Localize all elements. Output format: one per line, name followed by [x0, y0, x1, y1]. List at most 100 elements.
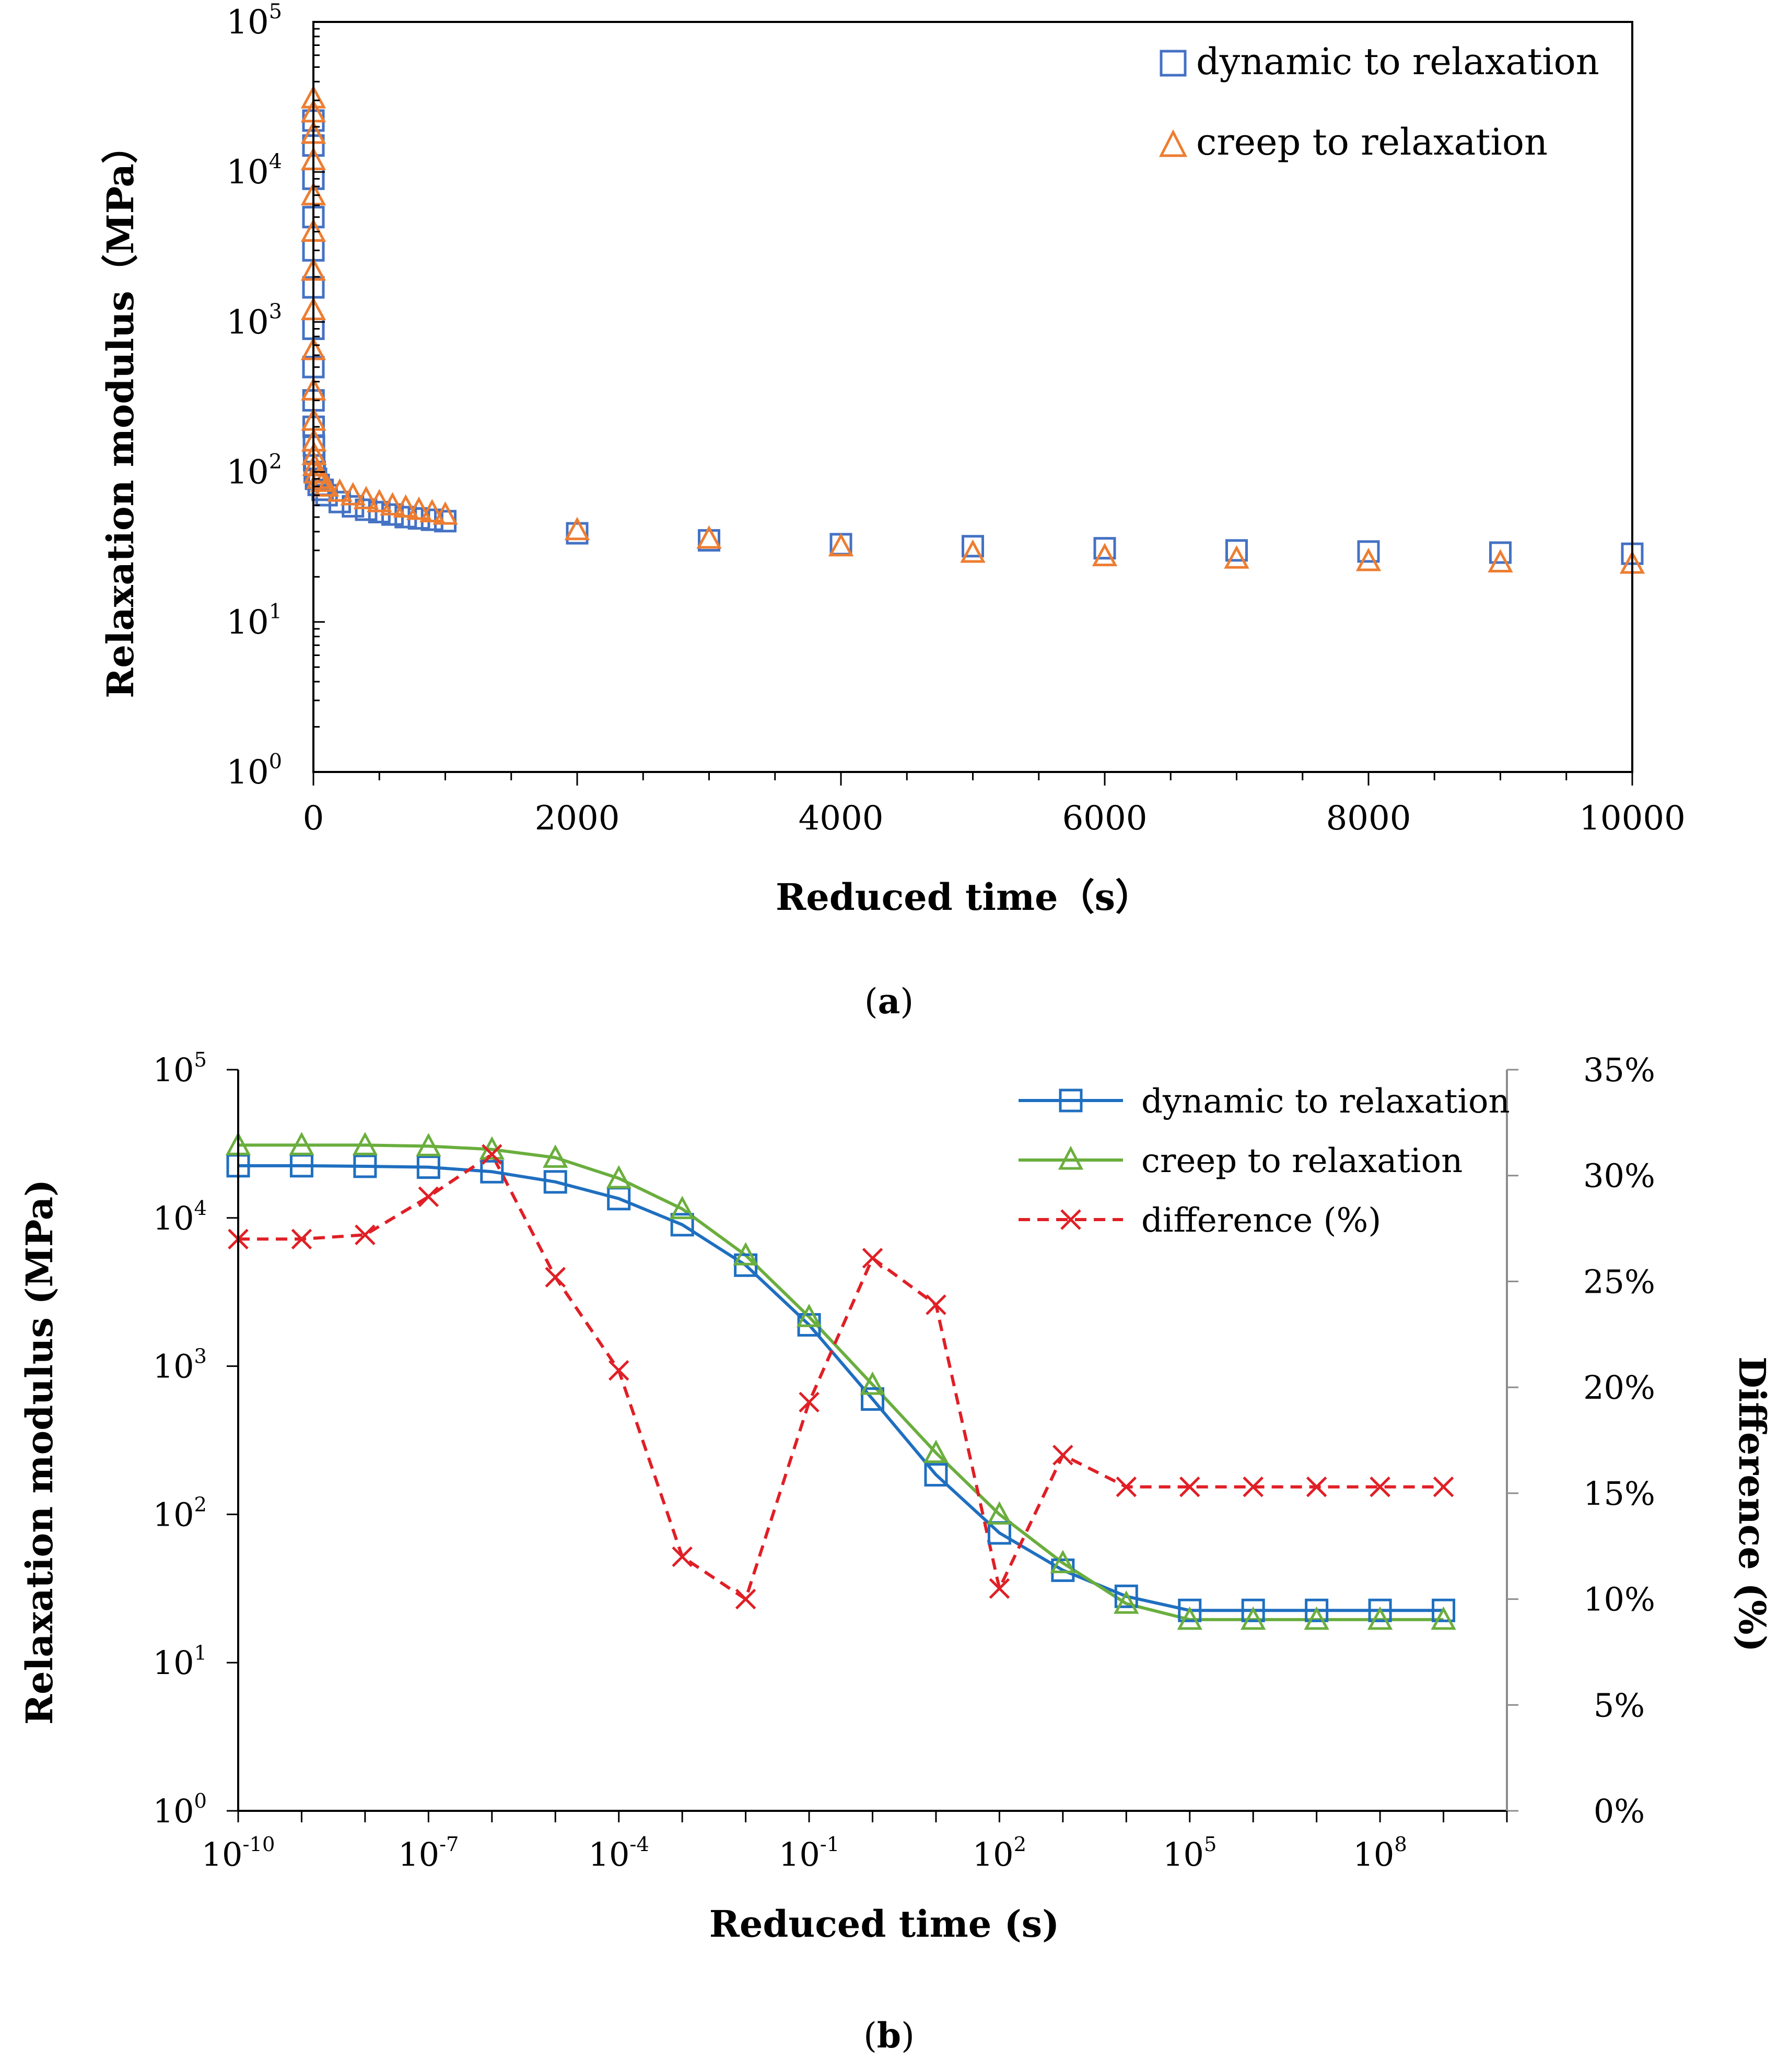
chart-b-point-creep	[1241, 1606, 1266, 1630]
chart-panel-a: 0 2000 4000 6000 8000 10000 100 101 102 103 104 105…	[99, 0, 1686, 1022]
legend-dynamic-label: dynamic to relaxation	[1196, 40, 1599, 83]
chart-a-point-creep	[419, 499, 445, 522]
legend-dynamic-marker	[1059, 1088, 1083, 1113]
chart-b-point-dynamic	[924, 1463, 948, 1487]
chart-b-point-dynamic	[353, 1154, 377, 1178]
chart-b-x-tick-label: 10-7	[398, 1833, 459, 1874]
chart-a-x-tick-label: 6000	[1062, 799, 1148, 838]
chart-b-y-tick-label: 104	[153, 1197, 207, 1237]
chart-b-point-creep	[606, 1165, 631, 1189]
chart-a-point-creep	[1355, 547, 1382, 571]
chart-a-point-dynamic	[1093, 537, 1116, 560]
chart-b-tick-labels: 10-10 10-7 10-4 10-1 102 105 108 100 101 102 103 10…	[153, 1048, 1655, 1874]
chart-b-point-creep	[289, 1132, 314, 1155]
chart-b-point-difference	[1433, 1476, 1454, 1497]
chart-b-point-difference	[1116, 1476, 1137, 1497]
chart-b-point-difference	[545, 1267, 566, 1288]
chart-a-point-creep	[1092, 543, 1118, 567]
chart-b-y-tick-label: 103	[153, 1345, 207, 1386]
chart-b-point-dynamic	[1368, 1598, 1392, 1622]
chart-a-x-tick-label: 0	[303, 799, 324, 838]
chart-b-y2-tick-label: 0%	[1594, 1792, 1645, 1830]
chart-b-y2-tick-label: 20%	[1583, 1368, 1655, 1407]
chart-a-point-dynamic	[329, 490, 351, 513]
chart-b-point-creep	[352, 1132, 378, 1155]
chart-b-point-dynamic	[1114, 1584, 1138, 1608]
chart-b-point-dynamic	[543, 1170, 567, 1194]
chart-a-y-axis-label: Relaxation modulus（MPa）	[99, 127, 142, 698]
chart-b-point-creep	[1114, 1590, 1139, 1614]
chart-a-point-creep	[432, 501, 458, 525]
chart-b-y2-tick-label: 15%	[1583, 1474, 1655, 1513]
chart-b-point-creep	[669, 1196, 695, 1220]
chart-b-y2-tick-label: 5%	[1594, 1686, 1645, 1724]
chart-a-legend: dynamic to relaxation creep to relaxatio…	[1159, 40, 1599, 163]
chart-a-point-creep	[314, 473, 340, 497]
chart-a-tick-labels: 0 2000 4000 6000 8000 10000 100 101 102 103 104 105	[226, 0, 1685, 838]
chart-b-point-difference	[1370, 1476, 1390, 1497]
chart-b-legend: dynamic to relaxation creep to relaxatio…	[1019, 1082, 1510, 1240]
chart-b-point-difference	[989, 1578, 1010, 1599]
chart-b-y2-tick-label: 30%	[1583, 1157, 1655, 1195]
chart-a-y-tick-label: 103	[226, 300, 282, 342]
chart-b-point-difference	[1179, 1476, 1200, 1497]
legend-creep-label: creep to relaxation	[1196, 121, 1548, 163]
chart-b-point-difference	[1052, 1445, 1073, 1466]
chart-a-point-dynamic	[962, 535, 984, 558]
chart-b-point-creep	[860, 1371, 885, 1395]
chart-b-point-difference	[1243, 1476, 1264, 1497]
chart-b-point-creep	[733, 1242, 758, 1266]
chart-a-y-tick-label: 100	[226, 750, 282, 792]
chart-a-point-creep	[696, 525, 722, 549]
chart-b-point-creep	[1367, 1606, 1393, 1630]
chart-a-axes	[312, 21, 1633, 786]
chart-b-x-tick-label: 105	[1163, 1833, 1216, 1874]
chart-a-point-creep	[380, 492, 405, 516]
chart-b-y2-tick-label: 35%	[1583, 1051, 1655, 1089]
chart-b-x-tick-label: 102	[973, 1833, 1026, 1874]
chart-b-point-difference	[799, 1391, 820, 1413]
chart-b-point-dynamic	[1178, 1598, 1202, 1622]
chart-b-point-difference	[291, 1228, 312, 1250]
chart-b-x-tick-label: 10-10	[202, 1833, 275, 1874]
chart-a-y-tick-label: 102	[226, 450, 282, 492]
chart-b-y2-tick-label: 25%	[1583, 1262, 1655, 1301]
chart-b-y-tick-label: 105	[153, 1048, 207, 1089]
chart-b-point-creep	[796, 1303, 822, 1327]
chart-b-point-creep	[543, 1144, 568, 1168]
chart-b-y2-tick-label: 10%	[1583, 1581, 1655, 1619]
legend-dynamic-marker	[1160, 50, 1187, 77]
chart-b-point-difference	[735, 1588, 756, 1610]
chart-a-x-axis-label: Reduced time（s）	[776, 875, 1152, 919]
chart-a-x-tick-label: 10000	[1579, 799, 1686, 838]
chart-b-point-creep	[416, 1133, 441, 1156]
chart-a-point-dynamic	[566, 522, 589, 545]
chart-b-point-dynamic	[1241, 1598, 1265, 1622]
chart-b-x-tick-label: 10-1	[779, 1833, 839, 1874]
chart-b-x-tick-label: 108	[1353, 1833, 1407, 1874]
chart-b-point-dynamic	[480, 1160, 504, 1184]
chart-b-marks	[225, 1132, 1456, 1630]
chart-b-x-axis-label: Reduced time (s)	[709, 1902, 1060, 1946]
chart-b-point-dynamic	[670, 1213, 694, 1237]
legend-creep-marker	[1159, 129, 1188, 157]
chart-b-point-difference	[1306, 1476, 1327, 1497]
chart-b-series-line	[238, 1153, 1444, 1601]
chart-b-point-difference	[608, 1360, 629, 1381]
chart-a-point-creep	[327, 478, 353, 502]
chart-a-point-creep	[393, 494, 418, 518]
chart-b-point-creep	[1050, 1550, 1076, 1573]
chart-a-point-dynamic	[1489, 541, 1512, 564]
chart-a-point-creep	[406, 496, 432, 520]
legend-difference-marker	[1060, 1209, 1081, 1230]
chart-b-point-creep	[987, 1501, 1012, 1525]
chart-b-caption: (b)	[863, 2015, 915, 2056]
chart-a-point-creep	[340, 482, 366, 506]
chart-b-point-difference	[355, 1224, 376, 1246]
chart-b-point-dynamic	[416, 1155, 440, 1179]
legend-creep-marker	[1058, 1145, 1084, 1170]
chart-a-point-dynamic	[1225, 539, 1248, 562]
chart-a-point-creep	[960, 539, 986, 563]
